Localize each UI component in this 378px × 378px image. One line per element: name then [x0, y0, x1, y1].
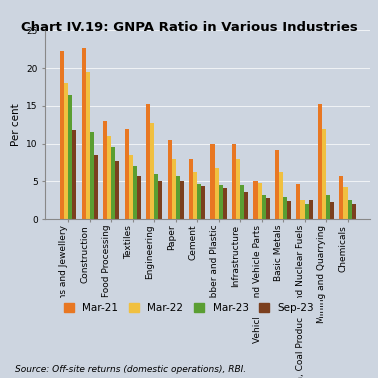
Bar — [296, 184, 301, 219]
Bar — [180, 181, 184, 219]
Bar — [82, 48, 86, 219]
Bar — [94, 155, 98, 219]
Bar — [344, 187, 347, 219]
Bar — [275, 150, 279, 219]
Bar — [215, 168, 218, 219]
Bar — [223, 188, 227, 219]
Bar — [172, 159, 176, 219]
Y-axis label: Per cent: Per cent — [11, 103, 21, 146]
Bar — [240, 185, 244, 219]
Bar — [90, 132, 94, 219]
Legend: Mar-21, Mar-22, Mar-23, Sep-23: Mar-21, Mar-22, Mar-23, Sep-23 — [58, 297, 320, 318]
Bar — [107, 136, 111, 219]
Bar — [176, 176, 180, 219]
Bar — [326, 195, 330, 219]
Bar — [339, 176, 344, 219]
Bar — [244, 192, 248, 219]
Bar — [197, 184, 201, 219]
Bar — [232, 144, 236, 219]
Bar — [72, 130, 76, 219]
Bar — [352, 204, 356, 219]
Bar — [330, 202, 334, 219]
Bar — [218, 185, 223, 219]
Bar — [189, 159, 193, 219]
Bar — [137, 176, 141, 219]
Text: Source: Off-site returns (domestic operations), RBI.: Source: Off-site returns (domestic opera… — [15, 365, 246, 374]
Bar — [111, 147, 115, 219]
Bar — [305, 204, 308, 219]
Bar — [154, 174, 158, 219]
Bar — [103, 121, 107, 219]
Bar — [322, 129, 326, 219]
Bar — [125, 129, 129, 219]
Bar — [236, 159, 240, 219]
Bar — [146, 104, 150, 219]
Bar — [167, 140, 172, 219]
Bar — [266, 198, 270, 219]
Bar — [347, 200, 352, 219]
Bar — [115, 161, 119, 219]
Bar — [279, 172, 283, 219]
Bar — [211, 144, 215, 219]
Bar — [283, 197, 287, 219]
Bar — [257, 183, 262, 219]
Bar — [60, 51, 64, 219]
Bar — [68, 94, 72, 219]
Bar — [133, 166, 137, 219]
Text: Chart IV.19: GNPA Ratio in Various Industries: Chart IV.19: GNPA Ratio in Various Indus… — [21, 21, 357, 34]
Bar — [193, 172, 197, 219]
Bar — [301, 200, 305, 219]
Bar — [201, 186, 205, 219]
Bar — [64, 83, 68, 219]
Bar — [86, 72, 90, 219]
Bar — [150, 123, 154, 219]
Bar — [158, 181, 163, 219]
Bar — [308, 200, 313, 219]
Bar — [318, 104, 322, 219]
Bar — [129, 155, 133, 219]
Bar — [287, 201, 291, 219]
Bar — [253, 181, 257, 219]
Bar — [262, 195, 266, 219]
